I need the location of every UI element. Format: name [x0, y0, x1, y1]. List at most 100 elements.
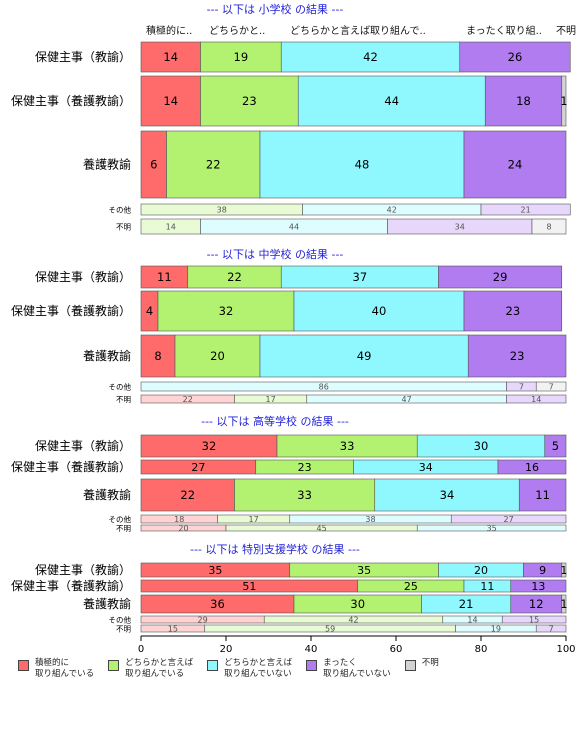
data-label: 7: [549, 625, 554, 634]
bar-segment: [535, 381, 567, 392]
bar-segment: [561, 75, 567, 127]
row-label: 保健主事（教諭）: [35, 438, 131, 453]
bar-segment: [157, 290, 295, 332]
x-tick-label: 100: [556, 644, 575, 655]
row-label: 不明: [116, 625, 131, 634]
data-label: 21: [459, 597, 474, 611]
column-label: どちらかと..: [209, 26, 266, 37]
data-label: 40: [372, 304, 387, 318]
data-label: 51: [242, 580, 256, 593]
data-label: 34: [419, 461, 433, 474]
row-label: 保健主事（養護教諭）: [11, 578, 131, 593]
legend-label: 不明: [421, 658, 439, 668]
row-label: 養護教諭: [83, 487, 131, 502]
data-label: 20: [474, 564, 488, 577]
data-label: 42: [348, 616, 358, 625]
row-label: 不明: [116, 223, 131, 232]
bar-segment: [561, 562, 567, 578]
data-label: 22: [206, 158, 221, 172]
legend-label: 積極的に 取り組んでいる: [35, 658, 95, 679]
data-label: 35: [357, 564, 371, 577]
data-label: 22: [183, 395, 193, 404]
data-label: 48: [355, 158, 370, 172]
bar-segment: [467, 334, 567, 378]
bar-segment: [561, 594, 567, 614]
data-label: 20: [210, 349, 225, 363]
data-label: 59: [325, 625, 335, 634]
data-label: 11: [535, 488, 550, 502]
bar-segment: [463, 130, 567, 199]
data-label: 23: [506, 304, 521, 318]
data-label: 4: [146, 304, 153, 318]
data-label: 7: [549, 383, 554, 392]
legend-swatch: [108, 660, 120, 671]
row-label: 不明: [116, 395, 131, 404]
legend-label: まったく 取り組んでいない: [323, 658, 391, 679]
data-label: 33: [297, 488, 312, 502]
data-label: 22: [180, 488, 195, 502]
data-label: 35: [487, 524, 497, 533]
bar-segment: [200, 41, 282, 73]
bar-segment: [140, 478, 235, 512]
data-label: 86: [319, 383, 329, 392]
bar-segment: [463, 290, 563, 332]
bar-segment: [200, 75, 299, 127]
bar-segment: [140, 334, 176, 378]
legend-label: どちらかと言えば 取り組んでいない: [224, 658, 293, 679]
row-label: その他: [109, 615, 132, 625]
bar-segment: [297, 75, 486, 127]
bar-segment: [166, 130, 261, 199]
row-label: その他: [109, 382, 132, 392]
bar-segment: [497, 459, 567, 475]
bar-segment: [140, 41, 201, 73]
data-label: 44: [384, 94, 399, 108]
bar-segment: [259, 334, 469, 378]
legend-swatch: [18, 660, 29, 671]
data-label: 42: [363, 50, 378, 64]
row-label: 養護教諭: [83, 596, 131, 611]
column-label: 不明: [556, 26, 576, 37]
bar-segment: [374, 478, 520, 512]
group-title: --- 以下は 特別支援学校 の結果 ---: [190, 542, 360, 556]
data-label: 15: [168, 625, 178, 634]
data-label: 20: [178, 524, 188, 533]
legend-swatch: [207, 660, 219, 671]
data-label: 14: [166, 223, 176, 232]
data-label: 1: [560, 597, 567, 611]
bar-segment: [506, 394, 567, 404]
data-label: 27: [191, 461, 205, 474]
data-label: 8: [546, 223, 551, 232]
bar-segment: [234, 478, 376, 512]
data-label: 29: [493, 270, 508, 284]
data-label: 21: [521, 206, 531, 215]
data-label: 1: [560, 94, 567, 108]
data-label: 45: [317, 524, 327, 533]
column-header-labels: 積極的に.. どちらかと.. どちらかと言えば取り組んで.. まったく取り組..…: [0, 22, 580, 37]
data-label: 14: [163, 50, 178, 64]
data-label: 6: [150, 158, 157, 172]
column-label: どちらかと言えば取り組んで..: [290, 26, 426, 37]
data-label: 11: [157, 270, 172, 284]
data-label: 17: [266, 395, 276, 404]
row-label: 保健主事（養護教諭）: [11, 303, 131, 318]
data-label: 34: [440, 488, 455, 502]
bar-segment: [438, 265, 563, 289]
bar-segment: [259, 130, 465, 199]
data-label: 11: [480, 580, 494, 593]
group-title: --- 以下は 中学校 の結果 ---: [207, 247, 344, 261]
x-tick-label: 60: [390, 644, 403, 655]
bar-segment: [140, 75, 201, 127]
bar-segment: [535, 624, 567, 633]
row-label: 保健主事（教諭）: [35, 562, 131, 577]
data-label: 25: [404, 580, 418, 593]
chart-legend: 積極的に 取り組んでいる どちらかと言えば 取り組んでいる どちらかと言えば 取…: [18, 658, 439, 680]
legend-item: 積極的に 取り組んでいる: [18, 658, 94, 680]
legend-swatch: [404, 660, 416, 671]
row-label: その他: [109, 205, 132, 215]
row-label: 保健主事（教諭）: [35, 49, 131, 64]
x-tick-label: 40: [305, 644, 318, 655]
data-label: 47: [402, 395, 412, 404]
data-label: 13: [531, 580, 545, 593]
data-label: 23: [510, 349, 525, 363]
data-label: 38: [217, 206, 227, 215]
